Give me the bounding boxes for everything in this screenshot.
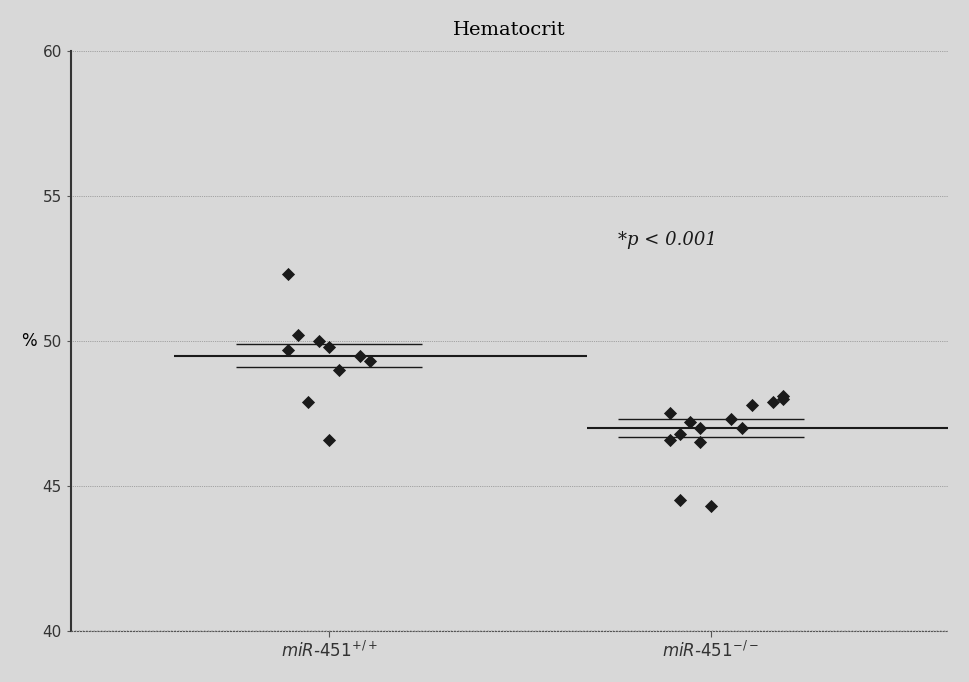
Point xyxy=(291,330,306,341)
Point xyxy=(682,417,698,428)
Point xyxy=(280,269,296,280)
Point xyxy=(693,422,708,433)
Point xyxy=(703,501,719,512)
Point xyxy=(775,394,791,404)
Point xyxy=(662,434,677,445)
Point xyxy=(311,336,327,346)
Point xyxy=(765,396,780,407)
Point xyxy=(280,344,296,355)
Point xyxy=(724,414,739,425)
Point xyxy=(672,428,688,439)
Point xyxy=(672,495,688,506)
Point xyxy=(321,434,336,445)
Y-axis label: %: % xyxy=(20,332,37,350)
Point xyxy=(744,400,760,411)
Point xyxy=(693,437,708,448)
Point xyxy=(300,396,316,407)
Point xyxy=(352,350,367,361)
Point xyxy=(775,391,791,402)
Text: *p < 0.001: *p < 0.001 xyxy=(618,231,717,249)
Point xyxy=(331,365,347,376)
Point xyxy=(321,342,336,353)
Point xyxy=(662,408,677,419)
Point xyxy=(362,356,378,367)
Title: Hematocrit: Hematocrit xyxy=(453,21,566,39)
Point xyxy=(734,422,749,433)
